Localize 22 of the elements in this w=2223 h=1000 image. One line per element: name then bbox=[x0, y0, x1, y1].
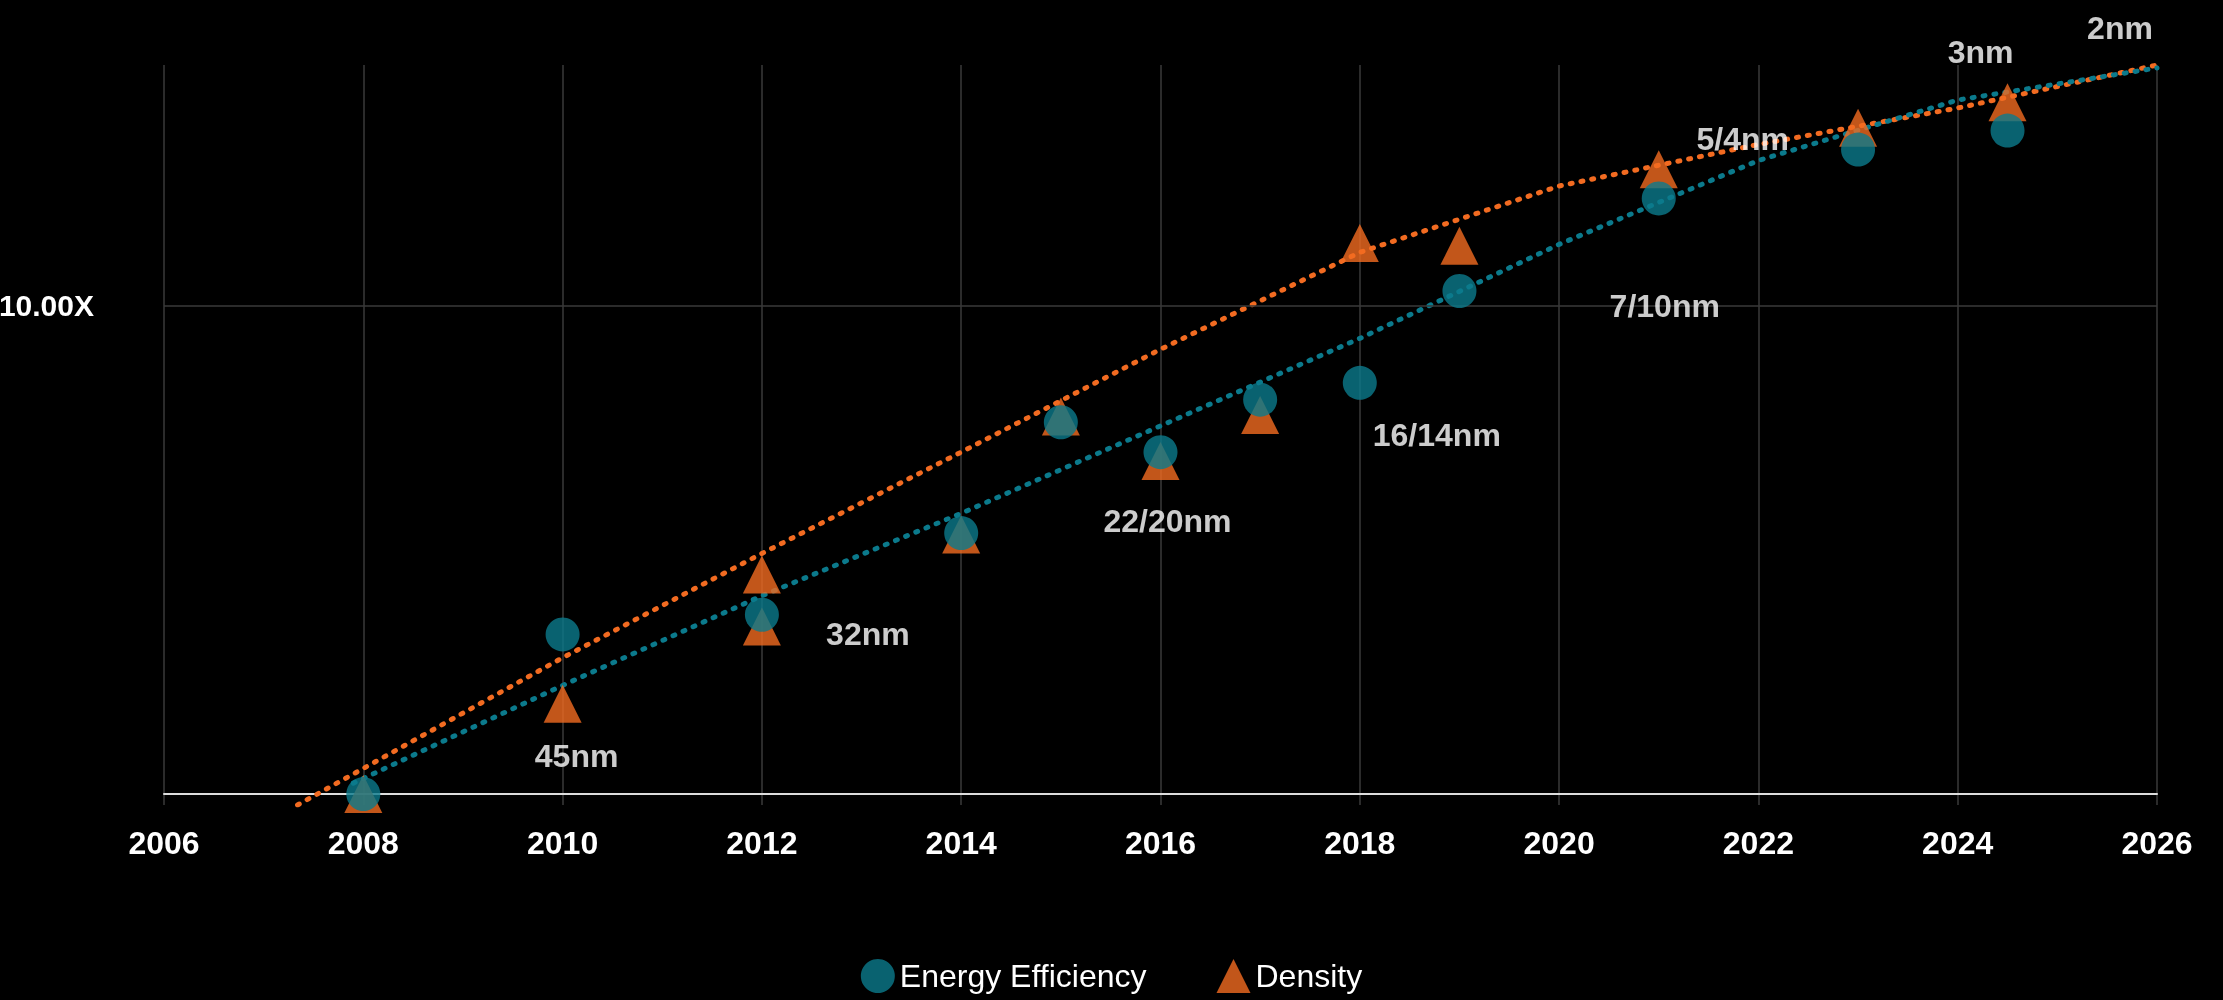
x-tick-label: 2020 bbox=[1523, 825, 1595, 861]
ref-line-label: 10.00X bbox=[0, 289, 94, 323]
x-tick-label: 2022 bbox=[1722, 825, 1794, 861]
annotation: 3nm bbox=[1947, 34, 2014, 71]
annotation: 7/10nm bbox=[1609, 288, 1720, 325]
x-tick-label: 2024 bbox=[1922, 825, 1994, 861]
annotation: 16/14nm bbox=[1372, 416, 1501, 453]
annotation: 32nm bbox=[826, 616, 910, 653]
x-tick-label: 2008 bbox=[327, 825, 399, 861]
x-tick-label: 2010 bbox=[527, 825, 599, 861]
x-tick-label: 2012 bbox=[726, 825, 798, 861]
x-tick-label: 2018 bbox=[1324, 825, 1396, 861]
annotation: 22/20nm bbox=[1103, 502, 1232, 539]
x-tick-label: 2006 bbox=[128, 825, 200, 861]
legend-label: Density bbox=[1255, 958, 1363, 994]
x-tick-label: 2026 bbox=[2121, 825, 2193, 861]
annotation: 2nm bbox=[2087, 10, 2153, 46]
annotation: 5/4nm bbox=[1696, 121, 1789, 158]
annotation: 45nm bbox=[534, 737, 619, 774]
x-tick-label: 2016 bbox=[1124, 825, 1197, 861]
x-tick-label: 2014 bbox=[925, 825, 997, 861]
legend-label: Energy Efficiency bbox=[899, 958, 1147, 994]
